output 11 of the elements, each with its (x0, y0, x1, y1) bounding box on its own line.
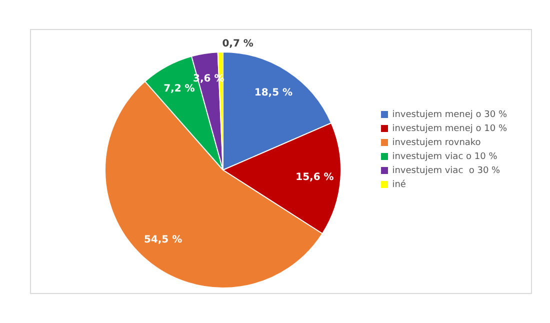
legend-label: investujem menej o 30 % (392, 110, 507, 120)
legend-label: investujem viac o 30 % (392, 166, 500, 176)
legend-label: investujem menej o 10 % (392, 124, 507, 134)
data-label: 7,2 % (164, 84, 195, 95)
data-label: 15,6 % (296, 172, 334, 183)
data-label: 18,5 % (254, 88, 293, 99)
legend-label: investujem rovnako (392, 138, 481, 148)
data-label: 0,7 % (222, 38, 254, 50)
legend-label: iné (392, 180, 406, 190)
data-label: 54,5 % (144, 234, 182, 246)
legend-label: investujem viac o 10 % (392, 152, 498, 162)
